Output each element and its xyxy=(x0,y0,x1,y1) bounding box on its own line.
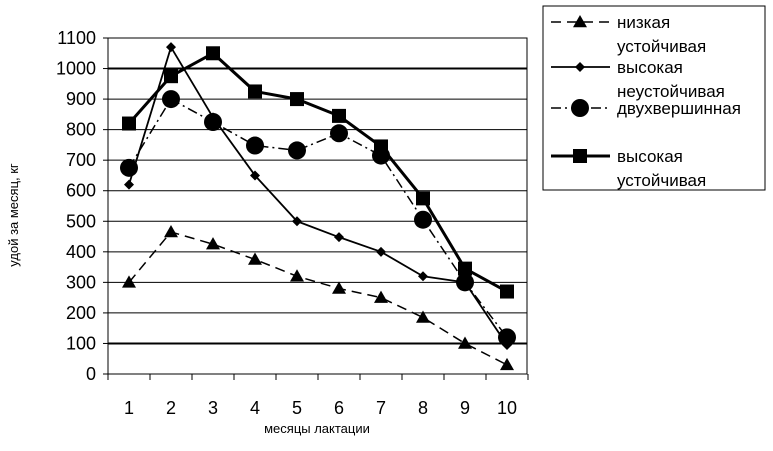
data-point xyxy=(290,92,304,107)
data-point xyxy=(122,116,136,131)
legend-marker xyxy=(571,99,589,117)
series-line xyxy=(127,51,508,293)
data-point xyxy=(332,108,346,123)
data-point xyxy=(414,210,432,229)
data-point xyxy=(206,237,220,250)
data-point xyxy=(204,113,222,131)
plot-area xyxy=(107,37,528,375)
data-point xyxy=(458,336,472,349)
y-tick-label: 0 xyxy=(86,364,96,384)
legend-label: двухвершинная xyxy=(617,99,741,118)
data-point xyxy=(162,90,180,109)
y-tick-label: 100 xyxy=(66,333,96,353)
x-tick-label: 6 xyxy=(334,398,344,418)
legend-marker xyxy=(573,149,587,163)
data-point xyxy=(374,290,388,303)
y-axis-title: удой за месяц, кг xyxy=(6,163,21,267)
data-point xyxy=(166,42,176,53)
data-point xyxy=(292,216,302,227)
series-line xyxy=(128,231,508,366)
data-point xyxy=(122,275,136,288)
data-point xyxy=(418,271,428,282)
data-point xyxy=(456,273,474,292)
data-point xyxy=(250,170,260,181)
y-axis-ticks: 0 100 200 300 400 500 600 700 800 900 1000 1100 xyxy=(56,28,108,384)
x-tick-label: 10 xyxy=(497,398,517,418)
x-tick-label: 7 xyxy=(376,398,386,418)
series-3 xyxy=(120,90,516,347)
series-line xyxy=(128,46,508,346)
data-point xyxy=(416,310,430,323)
y-tick-label: 500 xyxy=(66,211,96,231)
series-1 xyxy=(122,224,514,371)
legend-marker xyxy=(575,62,585,72)
data-point xyxy=(498,328,516,347)
y-tick-label: 1000 xyxy=(56,59,96,79)
y-tick-label: 300 xyxy=(66,272,96,292)
data-point xyxy=(288,141,306,160)
x-tick-label: 3 xyxy=(208,398,218,418)
legend-item-2: высокая неустойчивая xyxy=(551,58,725,101)
legend-item-4: высокая устойчивая xyxy=(551,147,706,190)
data-point xyxy=(500,284,514,299)
data-point xyxy=(416,191,430,206)
data-point xyxy=(332,281,346,294)
data-point xyxy=(124,179,134,190)
data-point xyxy=(248,84,262,99)
x-tick-label: 8 xyxy=(418,398,428,418)
legend-label: высокая устойчивая xyxy=(617,147,706,190)
x-axis-title: месяцы лактации xyxy=(264,421,370,436)
data-point xyxy=(290,269,304,282)
x-tick-label: 1 xyxy=(124,398,134,418)
data-point xyxy=(374,139,388,154)
series-layer xyxy=(120,42,516,371)
x-tick-label: 4 xyxy=(250,398,260,418)
gridlines xyxy=(108,67,527,345)
y-tick-label: 700 xyxy=(66,150,96,170)
legend-label: высокая неустойчивая xyxy=(617,58,725,101)
legend-marker xyxy=(573,15,587,28)
data-point xyxy=(248,252,262,265)
y-tick-label: 900 xyxy=(66,89,96,109)
y-tick-label: 800 xyxy=(66,120,96,140)
x-tick-label: 2 xyxy=(166,398,176,418)
x-axis-ticks: 1 2 3 4 5 6 7 8 9 10 xyxy=(107,374,529,418)
data-point xyxy=(164,69,178,84)
legend-item-1: низкая устойчивая xyxy=(551,13,706,56)
y-tick-label: 400 xyxy=(66,242,96,262)
data-point xyxy=(334,232,344,243)
legend-label: низкая устойчивая xyxy=(617,13,706,56)
legend-item-3: двухвершинная xyxy=(551,99,741,118)
x-tick-label: 9 xyxy=(460,398,470,418)
y-tick-label: 1100 xyxy=(57,28,96,48)
data-point xyxy=(376,246,386,257)
data-point xyxy=(164,224,178,238)
data-point xyxy=(246,136,264,155)
series-line xyxy=(128,98,508,338)
data-point xyxy=(330,124,348,143)
data-point xyxy=(458,261,472,276)
y-tick-label: 600 xyxy=(66,181,96,201)
y-tick-label: 200 xyxy=(66,303,96,323)
series-4 xyxy=(122,46,514,299)
data-point xyxy=(500,357,514,371)
data-point xyxy=(206,46,220,61)
x-tick-label: 5 xyxy=(292,398,302,418)
data-point xyxy=(120,158,138,177)
